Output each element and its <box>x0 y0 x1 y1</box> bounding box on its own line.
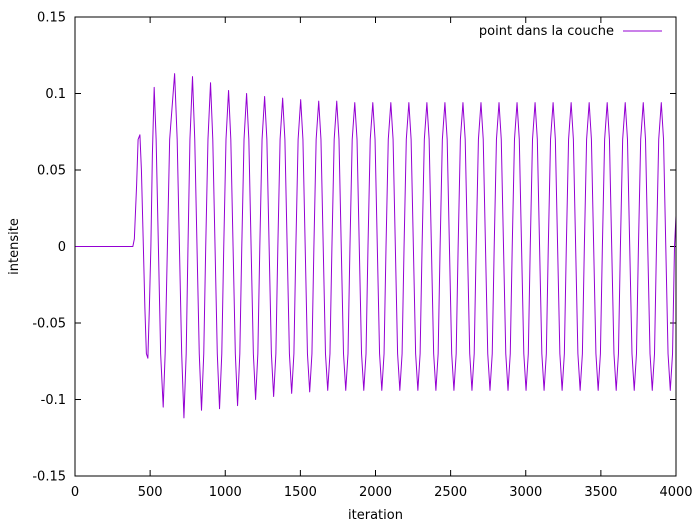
x-tick-label-8: 4000 <box>659 485 692 500</box>
y-tick-label-6: -0.15 <box>32 470 66 485</box>
y-tick-label-3: 0 <box>58 240 66 255</box>
plot-frame <box>74 16 677 477</box>
x-tick-label-6: 3000 <box>509 485 542 500</box>
y-tick-label-0: 0.15 <box>37 11 66 26</box>
x-tick-label-4: 2000 <box>359 485 392 500</box>
y-tick-label-1: 0.1 <box>45 87 66 102</box>
x-tick-label-5: 2500 <box>434 485 467 500</box>
x-tick-label-1: 500 <box>138 485 163 500</box>
y-tick-label-2: 0.05 <box>37 164 66 179</box>
y-tick-label-4: -0.05 <box>32 317 66 332</box>
x-tick-label-2: 1000 <box>209 485 242 500</box>
legend-entry-label: point dans la couche <box>479 24 614 39</box>
x-tick-label-3: 1500 <box>284 485 317 500</box>
x-tick-label-7: 3500 <box>584 485 617 500</box>
x-axis-ticks: 0 500 1000 1500 2000 2500 3000 3500 4000 <box>71 17 693 500</box>
y-tick-label-5: -0.1 <box>41 393 66 408</box>
series-layer <box>75 73 677 419</box>
series-line-0 <box>75 73 677 419</box>
y-axis-ticks: 0.15 0.1 0.05 0 -0.05 -0.1 -0.15 <box>32 11 676 485</box>
x-axis-label: iteration <box>348 508 403 523</box>
x-tick-label-0: 0 <box>71 485 79 500</box>
y-axis-label: intensite <box>7 218 22 275</box>
legend: point dans la couche <box>479 24 662 39</box>
